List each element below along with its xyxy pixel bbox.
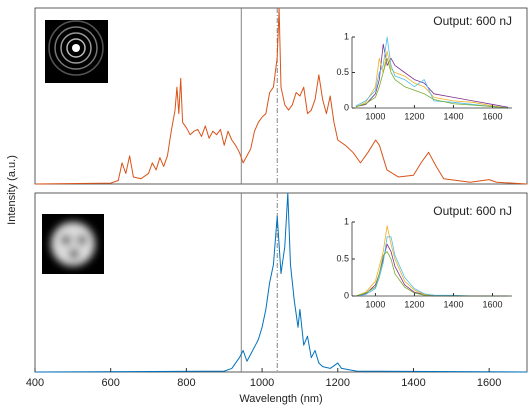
inset-x-tick-label: 1200 xyxy=(404,299,424,309)
x-tick-label: 400 xyxy=(26,377,44,389)
plot-frame xyxy=(34,192,528,373)
inset-x-tick-label: 1400 xyxy=(443,111,463,121)
inset-x-tick-label: 1400 xyxy=(443,299,463,309)
x-tick-label: 800 xyxy=(177,377,195,389)
inset-y-tick-label: 1 xyxy=(344,31,349,41)
y-axis-label: Intensity (a.u.) xyxy=(6,155,18,225)
spectrum-line xyxy=(355,36,509,109)
inset-x-tick-label: 1600 xyxy=(482,111,502,121)
inset-y-tick-label: 0.5 xyxy=(336,67,349,77)
plot-frame xyxy=(34,7,528,185)
x-tick-label: 1400 xyxy=(401,377,425,389)
beam-image-bottom xyxy=(42,214,104,274)
inset-y-tick-label: 0 xyxy=(344,102,349,112)
x-tick-label: 1200 xyxy=(326,377,350,389)
inset-y-tick-label: 0 xyxy=(344,290,349,300)
inset-x-tick-label: 1600 xyxy=(482,299,502,309)
inset-y-tick-label: 0.5 xyxy=(336,253,349,263)
spectrum-line xyxy=(355,236,509,297)
annotation: Output: 600 nJ xyxy=(433,14,512,28)
x-axis-label: Wavelength (nm) xyxy=(239,393,322,405)
inset-x-tick-label: 1200 xyxy=(404,111,424,121)
beam-image-top xyxy=(45,20,108,83)
spectrum-line xyxy=(355,57,509,109)
spectrum-line xyxy=(34,7,528,185)
spectrum-line xyxy=(34,192,528,373)
spectrum-line xyxy=(355,43,509,108)
x-tick-label: 600 xyxy=(102,377,120,389)
spectrum-line xyxy=(355,50,509,109)
spectrum-line xyxy=(355,251,509,297)
inset-y-tick-label: 1 xyxy=(344,216,349,226)
inset-x-tick-label: 1000 xyxy=(365,299,385,309)
spectrum-line xyxy=(355,225,509,297)
x-tick-label: 1000 xyxy=(250,377,274,389)
annotation: Output: 600 nJ xyxy=(433,204,512,218)
x-tick-label: 1600 xyxy=(477,377,501,389)
inset-x-tick-label: 1000 xyxy=(365,111,385,121)
